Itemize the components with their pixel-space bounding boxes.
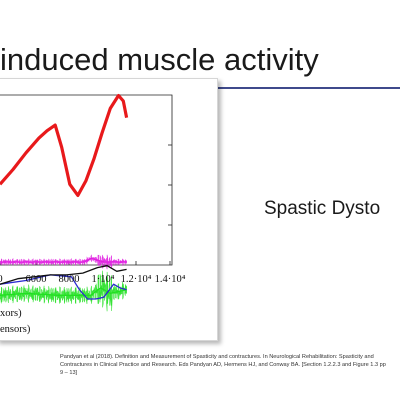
x-tick-label: 1·10⁴ (92, 274, 115, 285)
x-tick-label: 0 (0, 274, 3, 285)
citation: Pandyan et al (2018). Definition and Mea… (60, 353, 396, 377)
legend-layer: xors) ensors) (0, 308, 31, 335)
figure-panel: 0 6000 8000 1·10⁴ 1.2·10⁴ 1.4·10⁴ xors) ensors… (0, 78, 218, 341)
citation-line: Pandyan et al (2018). Definition and Mea… (60, 354, 374, 360)
series-noise (0, 254, 127, 270)
legend-entry: ensors) (0, 324, 31, 335)
muscle-activity-chart: 0 6000 8000 1·10⁴ 1.2·10⁴ 1.4·10⁴ xors) ensors… (0, 93, 186, 335)
series-line (0, 93, 129, 198)
x-tick-label: 1.4·10⁴ (155, 274, 186, 285)
series-noise (0, 270, 127, 312)
citation-line: 9 – 13] (60, 370, 78, 376)
tick-layer: 0 6000 8000 1·10⁴ 1.2·10⁴ 1.4·10⁴ (0, 274, 186, 285)
series-layer (0, 93, 129, 312)
legend-entry: xors) (0, 308, 22, 319)
plot-border (0, 94, 173, 266)
x-tick-label: 1.2·10⁴ (121, 274, 152, 285)
series-line (0, 265, 127, 285)
slide-title: induced muscle activity (0, 42, 319, 77)
series-line (0, 274, 127, 300)
citation-line: Contractures in Clinical Practice and Re… (60, 362, 386, 368)
x-tick-label: 6000 (26, 274, 47, 285)
x-tick-label: 8000 (59, 274, 80, 285)
diagnosis-label: Spastic Dysto (264, 198, 381, 219)
